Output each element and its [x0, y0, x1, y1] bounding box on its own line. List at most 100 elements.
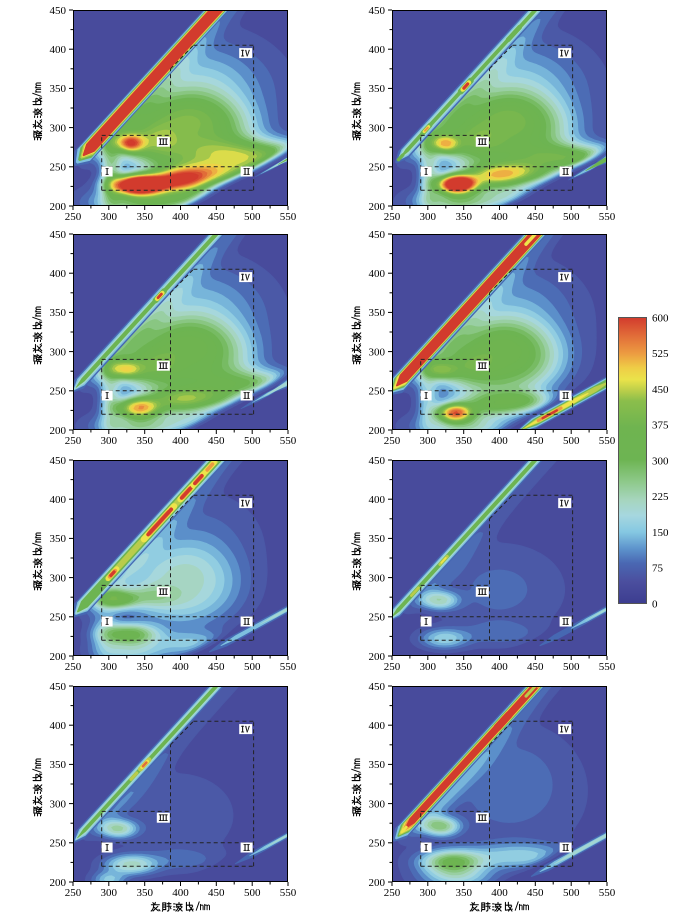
svg-text:400: 400: [368, 494, 385, 506]
svg-text:400: 400: [49, 44, 66, 56]
svg-text:350: 350: [136, 434, 153, 446]
svg-text:350: 350: [49, 533, 66, 545]
svg-text:500: 500: [562, 886, 579, 898]
svg-text:200: 200: [368, 650, 385, 662]
svg-text:550: 550: [598, 660, 615, 672]
svg-text:450: 450: [368, 228, 385, 240]
svg-text:400: 400: [172, 660, 189, 672]
svg-text:300: 300: [419, 210, 436, 222]
svg-text:150: 150: [652, 527, 669, 539]
svg-text:200: 200: [368, 200, 385, 212]
svg-text:300: 300: [49, 346, 66, 358]
svg-text:350: 350: [455, 434, 472, 446]
svg-text:450: 450: [527, 886, 544, 898]
svg-text:350: 350: [49, 307, 66, 319]
svg-text:500: 500: [562, 210, 579, 222]
svg-text:300: 300: [419, 434, 436, 446]
svg-text:550: 550: [279, 660, 296, 672]
svg-text:250: 250: [368, 611, 385, 623]
svg-text:450: 450: [208, 660, 225, 672]
svg-text:500: 500: [243, 886, 260, 898]
svg-text:350: 350: [455, 660, 472, 672]
svg-text:400: 400: [491, 210, 508, 222]
svg-text:300: 300: [100, 210, 117, 222]
svg-text:300: 300: [419, 886, 436, 898]
svg-text:350: 350: [136, 660, 153, 672]
svg-text:250: 250: [49, 837, 66, 849]
svg-text:450: 450: [527, 210, 544, 222]
svg-text:0: 0: [652, 598, 658, 610]
svg-text:250: 250: [49, 385, 66, 397]
svg-text:350: 350: [49, 759, 66, 771]
svg-text:400: 400: [491, 434, 508, 446]
svg-text:250: 250: [64, 210, 81, 222]
svg-text:500: 500: [243, 660, 260, 672]
svg-text:350: 350: [368, 533, 385, 545]
svg-text:450: 450: [49, 4, 66, 16]
svg-text:300: 300: [368, 346, 385, 358]
svg-text:400: 400: [368, 44, 385, 56]
svg-text:250: 250: [383, 660, 400, 672]
svg-text:350: 350: [136, 886, 153, 898]
svg-text:250: 250: [383, 434, 400, 446]
svg-text:200: 200: [368, 424, 385, 436]
svg-text:450: 450: [368, 680, 385, 692]
svg-text:300: 300: [652, 455, 669, 467]
svg-text:450: 450: [527, 660, 544, 672]
svg-text:400: 400: [368, 720, 385, 732]
svg-text:500: 500: [562, 434, 579, 446]
svg-text:500: 500: [243, 210, 260, 222]
svg-text:250: 250: [49, 611, 66, 623]
svg-text:200: 200: [49, 876, 66, 888]
svg-text:400: 400: [49, 494, 66, 506]
svg-text:350: 350: [368, 759, 385, 771]
svg-text:550: 550: [598, 210, 615, 222]
svg-text:250: 250: [383, 210, 400, 222]
svg-text:250: 250: [368, 161, 385, 173]
svg-text:500: 500: [243, 434, 260, 446]
svg-text:550: 550: [279, 210, 296, 222]
svg-text:450: 450: [208, 434, 225, 446]
svg-text:600: 600: [652, 312, 669, 324]
svg-text:200: 200: [49, 424, 66, 436]
svg-text:225: 225: [652, 491, 669, 503]
svg-text:300: 300: [49, 122, 66, 134]
svg-text:400: 400: [49, 268, 66, 280]
svg-text:300: 300: [368, 122, 385, 134]
svg-text:400: 400: [491, 886, 508, 898]
svg-text:450: 450: [368, 4, 385, 16]
svg-text:350: 350: [368, 307, 385, 319]
svg-text:300: 300: [419, 660, 436, 672]
svg-text:200: 200: [368, 876, 385, 888]
svg-text:450: 450: [49, 228, 66, 240]
svg-text:300: 300: [100, 660, 117, 672]
svg-text:450: 450: [368, 454, 385, 466]
svg-text:350: 350: [136, 210, 153, 222]
svg-text:250: 250: [64, 660, 81, 672]
svg-text:300: 300: [100, 886, 117, 898]
svg-text:250: 250: [368, 385, 385, 397]
svg-text:400: 400: [368, 268, 385, 280]
svg-text:250: 250: [64, 886, 81, 898]
svg-text:550: 550: [279, 434, 296, 446]
svg-text:450: 450: [49, 680, 66, 692]
svg-text:350: 350: [455, 210, 472, 222]
svg-text:525: 525: [652, 348, 669, 360]
svg-text:375: 375: [652, 420, 669, 432]
svg-text:300: 300: [368, 572, 385, 584]
svg-text:450: 450: [527, 434, 544, 446]
svg-text:400: 400: [49, 720, 66, 732]
svg-text:200: 200: [49, 200, 66, 212]
svg-text:250: 250: [383, 886, 400, 898]
svg-text:400: 400: [172, 886, 189, 898]
svg-text:300: 300: [100, 434, 117, 446]
svg-text:350: 350: [49, 83, 66, 95]
svg-text:250: 250: [368, 837, 385, 849]
svg-text:350: 350: [368, 83, 385, 95]
svg-text:450: 450: [652, 384, 669, 396]
svg-text:400: 400: [491, 660, 508, 672]
svg-text:450: 450: [208, 886, 225, 898]
svg-text:250: 250: [49, 161, 66, 173]
svg-text:400: 400: [172, 434, 189, 446]
svg-text:300: 300: [49, 572, 66, 584]
